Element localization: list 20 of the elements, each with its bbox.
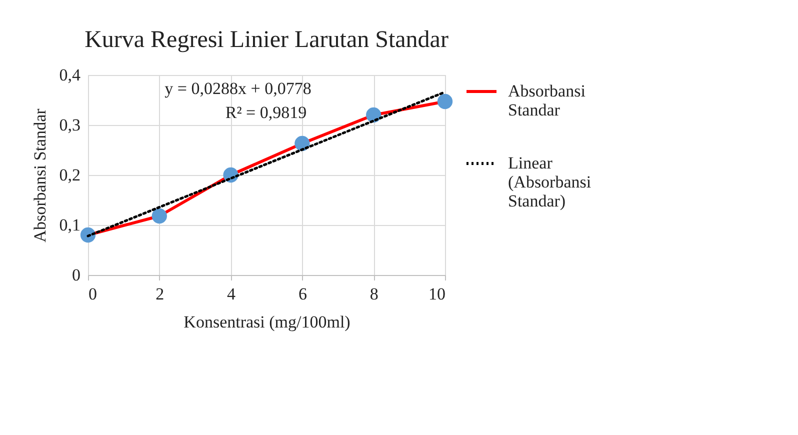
x-tick-label: 4	[227, 284, 236, 304]
x-tick-label: 6	[298, 284, 307, 304]
x-tick-label: 10	[428, 284, 446, 304]
x-axis-title: Konsentrasi (mg/100ml)	[184, 312, 350, 332]
point	[152, 208, 167, 224]
y-tick-label: 0,1	[59, 216, 80, 234]
annotation: y = 0,0288x + 0,0778	[164, 79, 312, 98]
x-tick-label: 0	[88, 284, 97, 304]
legend-label: Linear (Absorbansi Standar)	[508, 154, 592, 210]
annotation: R² = 0,9819	[225, 103, 307, 122]
y-tick-label: 0,2	[59, 166, 80, 184]
y-tick-label: 0,4	[59, 66, 81, 84]
point	[437, 94, 453, 110]
x-tick-label: 8	[370, 284, 378, 304]
y-tick-label: 0	[72, 266, 80, 284]
y-axis-title: Absorbansi Standar	[30, 108, 50, 242]
x-tick-label: 2	[156, 284, 164, 304]
chart-title: Kurva Regresi Linier Larutan Standar	[84, 27, 448, 53]
legend-label: Absorbansi Standar	[508, 82, 586, 120]
y-tick-label: 0,3	[59, 116, 80, 134]
